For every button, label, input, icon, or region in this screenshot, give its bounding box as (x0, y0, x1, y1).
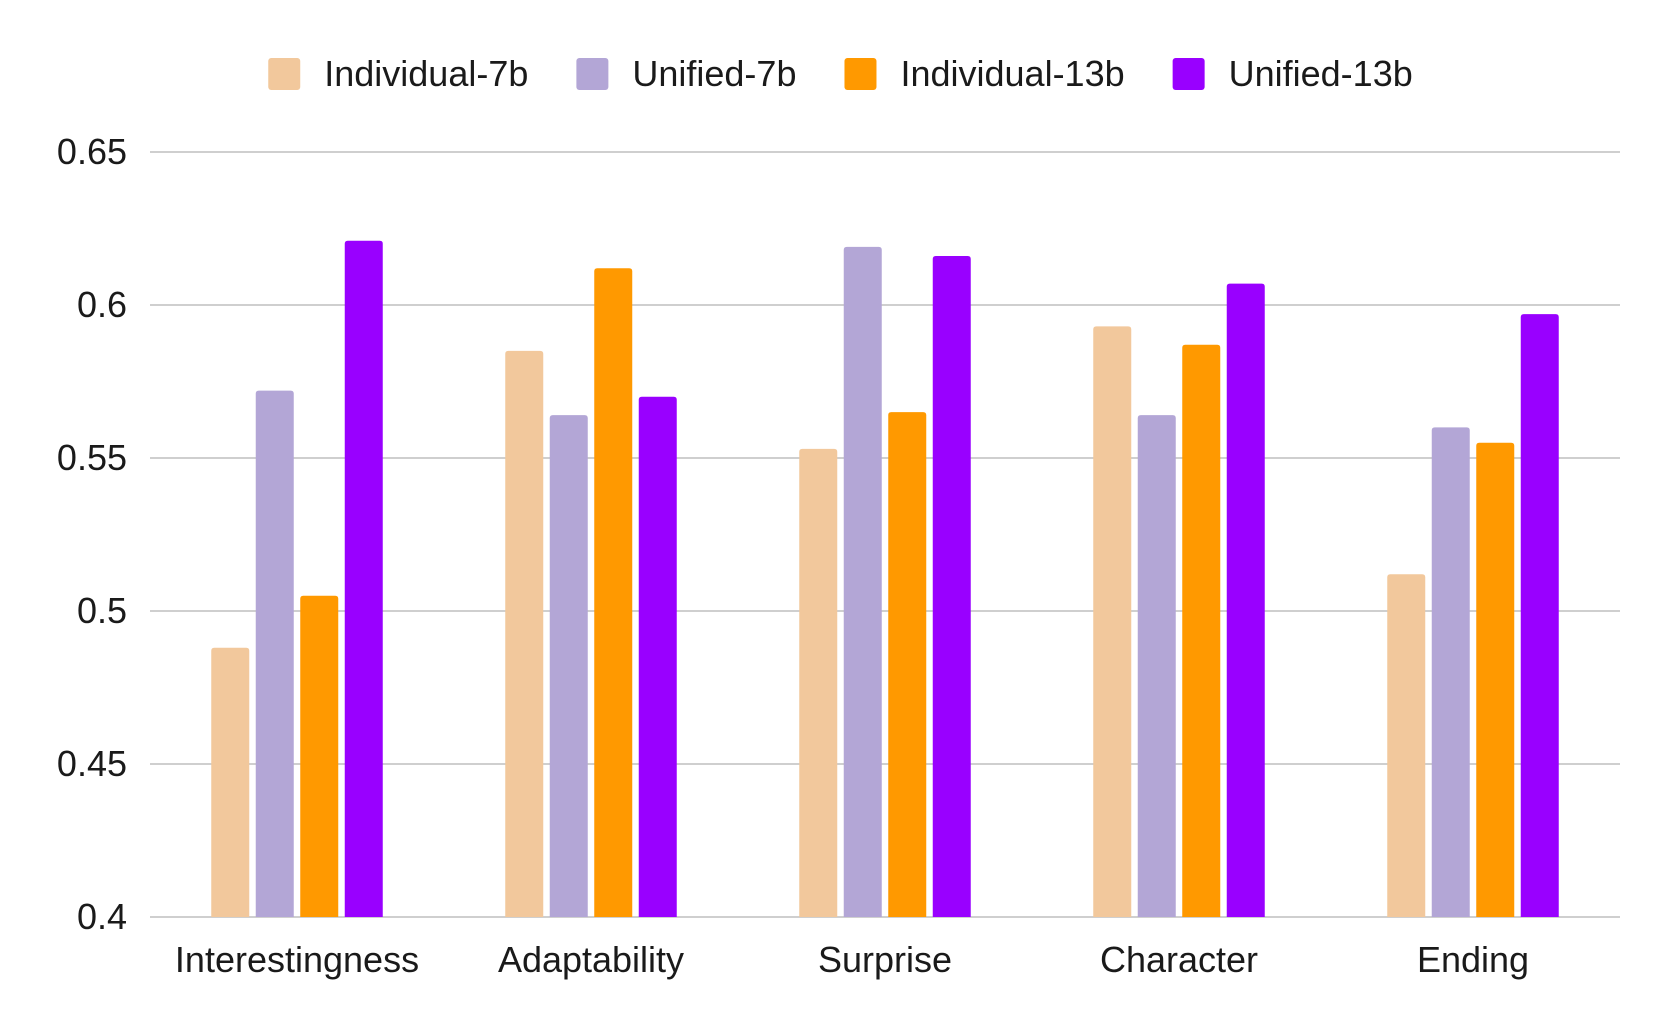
x-tick-label-surprise: Surprise (818, 939, 952, 980)
bar-individual-13b-interestingness (300, 595, 339, 917)
y-tick-label: 0.4 (77, 896, 127, 937)
x-axis-category-labels: Interestingness Adaptability Surprise Chara… (175, 939, 1529, 980)
bar-individual-13b-character (1182, 344, 1221, 917)
bar-individual-13b-adaptability (594, 268, 633, 917)
bar-unified-13b-interestingness (344, 240, 383, 918)
bar-individual-7b-adaptability (505, 350, 544, 917)
y-tick-label: 0.5 (77, 590, 127, 631)
legend-swatch-individual-13b (844, 58, 877, 90)
legend-item-unified-7b: Unified-7b (576, 53, 796, 94)
bar-individual-7b-interestingness (211, 647, 250, 917)
x-tick-label-interestingness: Interestingness (175, 939, 419, 980)
y-tick-label: 0.55 (57, 437, 127, 478)
y-tick-label: 0.45 (57, 743, 127, 784)
bar-unified-13b-character (1226, 283, 1265, 918)
bar-unified-7b-surprise (843, 246, 882, 918)
legend: Individual-7b Unified-7b Individual-13b Uni… (268, 53, 1413, 94)
bar-unified-7b-ending (1431, 427, 1470, 917)
bars (211, 240, 1559, 918)
legend-label-unified-13b: Unified-13b (1229, 53, 1413, 94)
legend-item-individual-13b: Individual-13b (844, 53, 1125, 94)
bar-unified-7b-character (1137, 415, 1176, 917)
bar-individual-13b-ending (1476, 442, 1515, 917)
legend-item-unified-13b: Unified-13b (1172, 53, 1413, 94)
legend-swatch-unified-7b (576, 58, 609, 90)
y-axis-tick-labels: 0.4 0.45 0.5 0.55 0.6 0.65 (57, 131, 127, 937)
legend-swatch-unified-13b (1172, 58, 1205, 90)
bar-individual-13b-surprise (888, 412, 927, 917)
legend-label-unified-7b: Unified-7b (632, 53, 796, 94)
legend-label-individual-13b: Individual-13b (900, 53, 1124, 94)
y-tick-label: 0.65 (57, 131, 127, 172)
y-tick-label: 0.6 (77, 284, 127, 325)
bar-unified-13b-ending (1520, 314, 1559, 917)
bar-individual-7b-character (1093, 326, 1132, 917)
bar-individual-7b-surprise (799, 448, 838, 917)
bar-unified-13b-surprise (932, 256, 971, 917)
legend-swatch-individual-7b (268, 58, 301, 90)
bar-unified-7b-adaptability (549, 415, 588, 917)
grid-lines (150, 151, 1620, 918)
legend-label-individual-7b: Individual-7b (324, 53, 528, 94)
bar-unified-13b-adaptability (638, 396, 677, 917)
legend-item-individual-7b: Individual-7b (268, 53, 528, 94)
bar-individual-7b-ending (1387, 574, 1426, 917)
x-tick-label-adaptability: Adaptability (498, 939, 684, 980)
x-tick-label-character: Character (1100, 939, 1258, 980)
x-tick-label-ending: Ending (1417, 939, 1529, 980)
bar-unified-7b-interestingness (255, 390, 294, 917)
